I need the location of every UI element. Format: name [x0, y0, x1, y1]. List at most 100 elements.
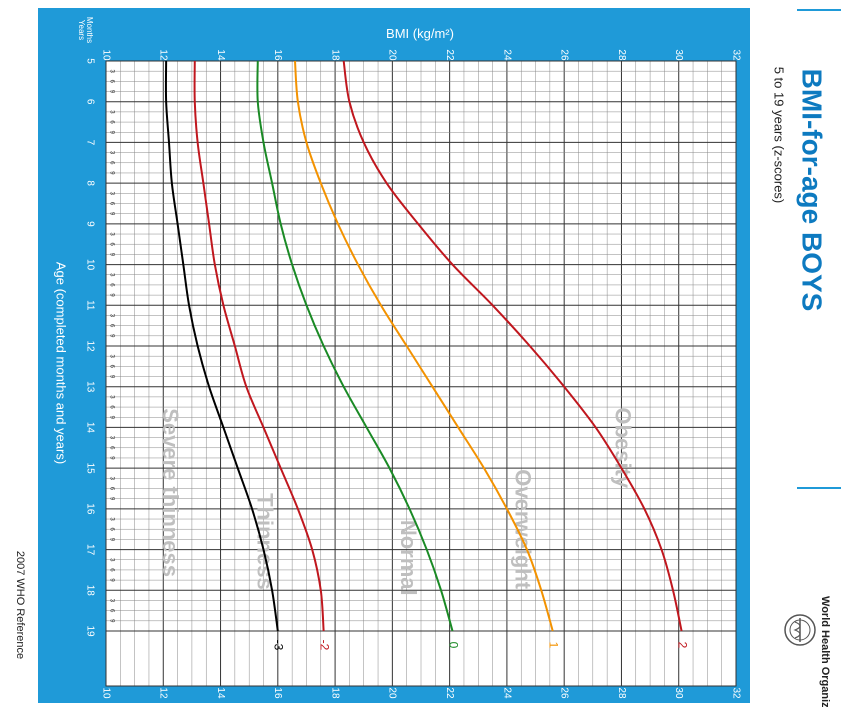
z-score-curves	[164, 60, 683, 632]
x-month-tick-label: 3	[108, 517, 114, 521]
y-tick-label-top: 20	[387, 49, 398, 61]
x-month-tick-label: 6	[108, 202, 114, 206]
zone-label: Severe thinness	[158, 408, 183, 577]
x-axis-title: Age (completed months and years)	[54, 262, 69, 464]
zone-label: Normal	[396, 520, 421, 596]
x-month-tick-label: 9	[108, 578, 114, 582]
x-month-tick-label: 6	[108, 80, 114, 84]
axis-units-months: Months	[85, 17, 94, 43]
x-month-tick-label: 6	[108, 324, 114, 328]
x-tick-label: 15	[84, 463, 95, 475]
x-month-tick-label: 6	[108, 609, 114, 613]
y-tick-label-top: 30	[673, 49, 684, 61]
y-tick-label-bottom: 24	[501, 687, 512, 699]
z-score-curve	[294, 60, 554, 632]
x-month-tick-label: 6	[108, 487, 114, 491]
x-tick-label: 9	[84, 221, 95, 227]
z-score-label: 2	[675, 642, 689, 649]
y-tick-label-top: 26	[559, 49, 570, 61]
y-tick-label-top: 24	[501, 49, 512, 61]
x-tick-label: 18	[84, 585, 95, 597]
x-month-tick-label: 3	[108, 477, 114, 481]
x-month-tick-label: 6	[108, 283, 114, 287]
chart-subtitle: 5 to 19 years (z-scores)	[772, 67, 787, 204]
reference-text: 2007 WHO Reference	[14, 551, 26, 659]
x-month-tick-label: 9	[108, 497, 114, 501]
x-month-tick-label: 9	[108, 90, 114, 94]
z-score-label: -2	[317, 640, 331, 651]
x-tick-label: 13	[84, 381, 95, 393]
z-score-label: 0	[446, 642, 460, 649]
y-tick-label-bottom: 12	[158, 687, 169, 699]
y-tick-label-bottom: 10	[100, 687, 111, 699]
x-tick-label: 17	[84, 544, 95, 556]
x-month-tick-label: 3	[108, 599, 114, 603]
chart-grid	[105, 60, 737, 687]
x-tick-labels: 3 6 9 3 6 9 3 6 9 3 6 9 3 6 9 3 6 9 3 6 9 3 6 9 3 6 9 3 6 9 3 6 9 3 6 9 3 6 9 3…	[84, 58, 114, 637]
y-tick-label-top: 14	[215, 49, 226, 61]
x-month-tick-label: 3	[108, 436, 114, 440]
z-score-curve	[342, 60, 683, 632]
y-tick-label-top: 18	[329, 49, 340, 61]
x-month-tick-label: 9	[108, 334, 114, 338]
y-tick-label-top: 12	[158, 49, 169, 61]
x-tick-label: 10	[84, 259, 95, 271]
y-tick-label-bottom: 14	[215, 687, 226, 699]
x-month-tick-label: 3	[108, 314, 114, 318]
z-score-curve	[256, 60, 454, 632]
zone-label: Obesity	[611, 407, 636, 488]
who-emblem-icon	[784, 614, 816, 646]
x-month-tick-label: 6	[108, 568, 114, 572]
x-month-tick-label: 9	[108, 131, 114, 135]
x-tick-label: 8	[84, 180, 95, 186]
chart-title: BMI-for-age BOYS	[797, 69, 828, 312]
x-tick-label: 11	[84, 300, 95, 311]
x-month-tick-label: 9	[108, 619, 114, 623]
plot-border	[105, 60, 737, 687]
z-score-curve	[193, 60, 325, 632]
x-tick-label: 5	[84, 58, 95, 64]
x-month-tick-label: 6	[108, 120, 114, 124]
x-tick-label: 7	[84, 140, 95, 146]
x-month-tick-label: 3	[108, 558, 114, 562]
z-score-label: 1	[547, 642, 561, 649]
y-tick-label-top: 22	[444, 49, 455, 61]
x-month-tick-label: 9	[108, 456, 114, 460]
y-tick-label-top: 32	[730, 49, 741, 61]
x-tick-label: 16	[84, 503, 95, 515]
x-month-tick-label: 6	[108, 405, 114, 409]
z-score-curve	[164, 60, 279, 632]
x-month-tick-label: 3	[108, 192, 114, 196]
x-month-tick-label: 6	[108, 446, 114, 450]
y-tick-labels-bottom: 10 12 14 16 18 20 22 24 26 28 30 32	[100, 687, 741, 699]
x-tick-label: 12	[84, 340, 95, 352]
z-score-labels: 2 1 0 -2 -3	[272, 640, 690, 651]
x-month-tick-label: 3	[108, 70, 114, 74]
x-month-tick-label: 6	[108, 365, 114, 369]
y-tick-label-top: 16	[272, 49, 283, 61]
x-month-tick-label: 9	[108, 375, 114, 379]
y-tick-label-bottom: 18	[329, 687, 340, 699]
x-month-tick-label: 9	[108, 171, 114, 175]
y-axis-title: BMI (kg/m²)	[386, 26, 454, 41]
x-tick-label: 6	[84, 99, 95, 105]
zone-labels: Obesity Overweight Normal Thinness Severe th…	[158, 407, 635, 595]
x-month-tick-label: 9	[108, 416, 114, 420]
z-score-label: -3	[272, 640, 286, 651]
x-month-tick-label: 6	[108, 161, 114, 165]
x-tick-label: 19	[84, 625, 95, 637]
y-tick-label-bottom: 20	[387, 687, 398, 699]
x-month-tick-label: 9	[108, 212, 114, 216]
x-month-tick-label: 9	[108, 293, 114, 297]
y-tick-labels-top: 10 12 14 16 18 20 22 24 26 28 30 32	[100, 49, 741, 61]
y-tick-label-top: 28	[616, 49, 627, 61]
x-month-tick-label: 3	[108, 273, 114, 277]
x-month-tick-label: 6	[108, 528, 114, 532]
y-tick-label-top: 10	[100, 49, 111, 61]
x-month-tick-label: 3	[108, 232, 114, 236]
x-month-tick-label: 6	[108, 243, 114, 247]
zone-label: Thinness	[253, 493, 278, 590]
y-tick-label-bottom: 30	[673, 687, 684, 699]
y-tick-label-bottom: 16	[272, 687, 283, 699]
